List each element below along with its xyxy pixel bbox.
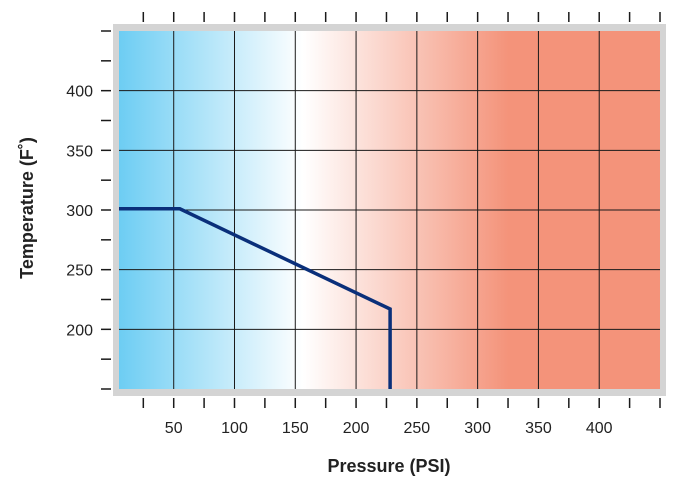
series-line-0 bbox=[119, 207, 392, 389]
x-axis-title: Pressure (PSI) bbox=[327, 456, 450, 476]
y-tick-label-300: 300 bbox=[66, 203, 93, 220]
x-tick-label-150: 150 bbox=[282, 420, 309, 437]
x-tick-label-350: 350 bbox=[525, 420, 552, 437]
grid bbox=[119, 31, 660, 389]
y-axis-title: Temperature (F˚) bbox=[17, 137, 37, 279]
y-tick-label-400: 400 bbox=[66, 84, 93, 101]
x-tick-label-200: 200 bbox=[343, 420, 370, 437]
y-tick-label-200: 200 bbox=[66, 322, 93, 339]
x-tick-label-250: 250 bbox=[404, 420, 431, 437]
x-tick-label-50: 50 bbox=[165, 420, 183, 437]
x-tick-label-300: 300 bbox=[464, 420, 491, 437]
series-group bbox=[119, 207, 392, 389]
tick-marks bbox=[101, 12, 661, 408]
tick-labels: 50 100 150 200 250 300 350 400 200 250 300 350 400 bbox=[66, 84, 612, 437]
x-tick-label-100: 100 bbox=[221, 420, 248, 437]
y-tick-label-350: 350 bbox=[66, 143, 93, 160]
y-tick-label-250: 250 bbox=[66, 263, 93, 280]
x-tick-label-400: 400 bbox=[586, 420, 613, 437]
